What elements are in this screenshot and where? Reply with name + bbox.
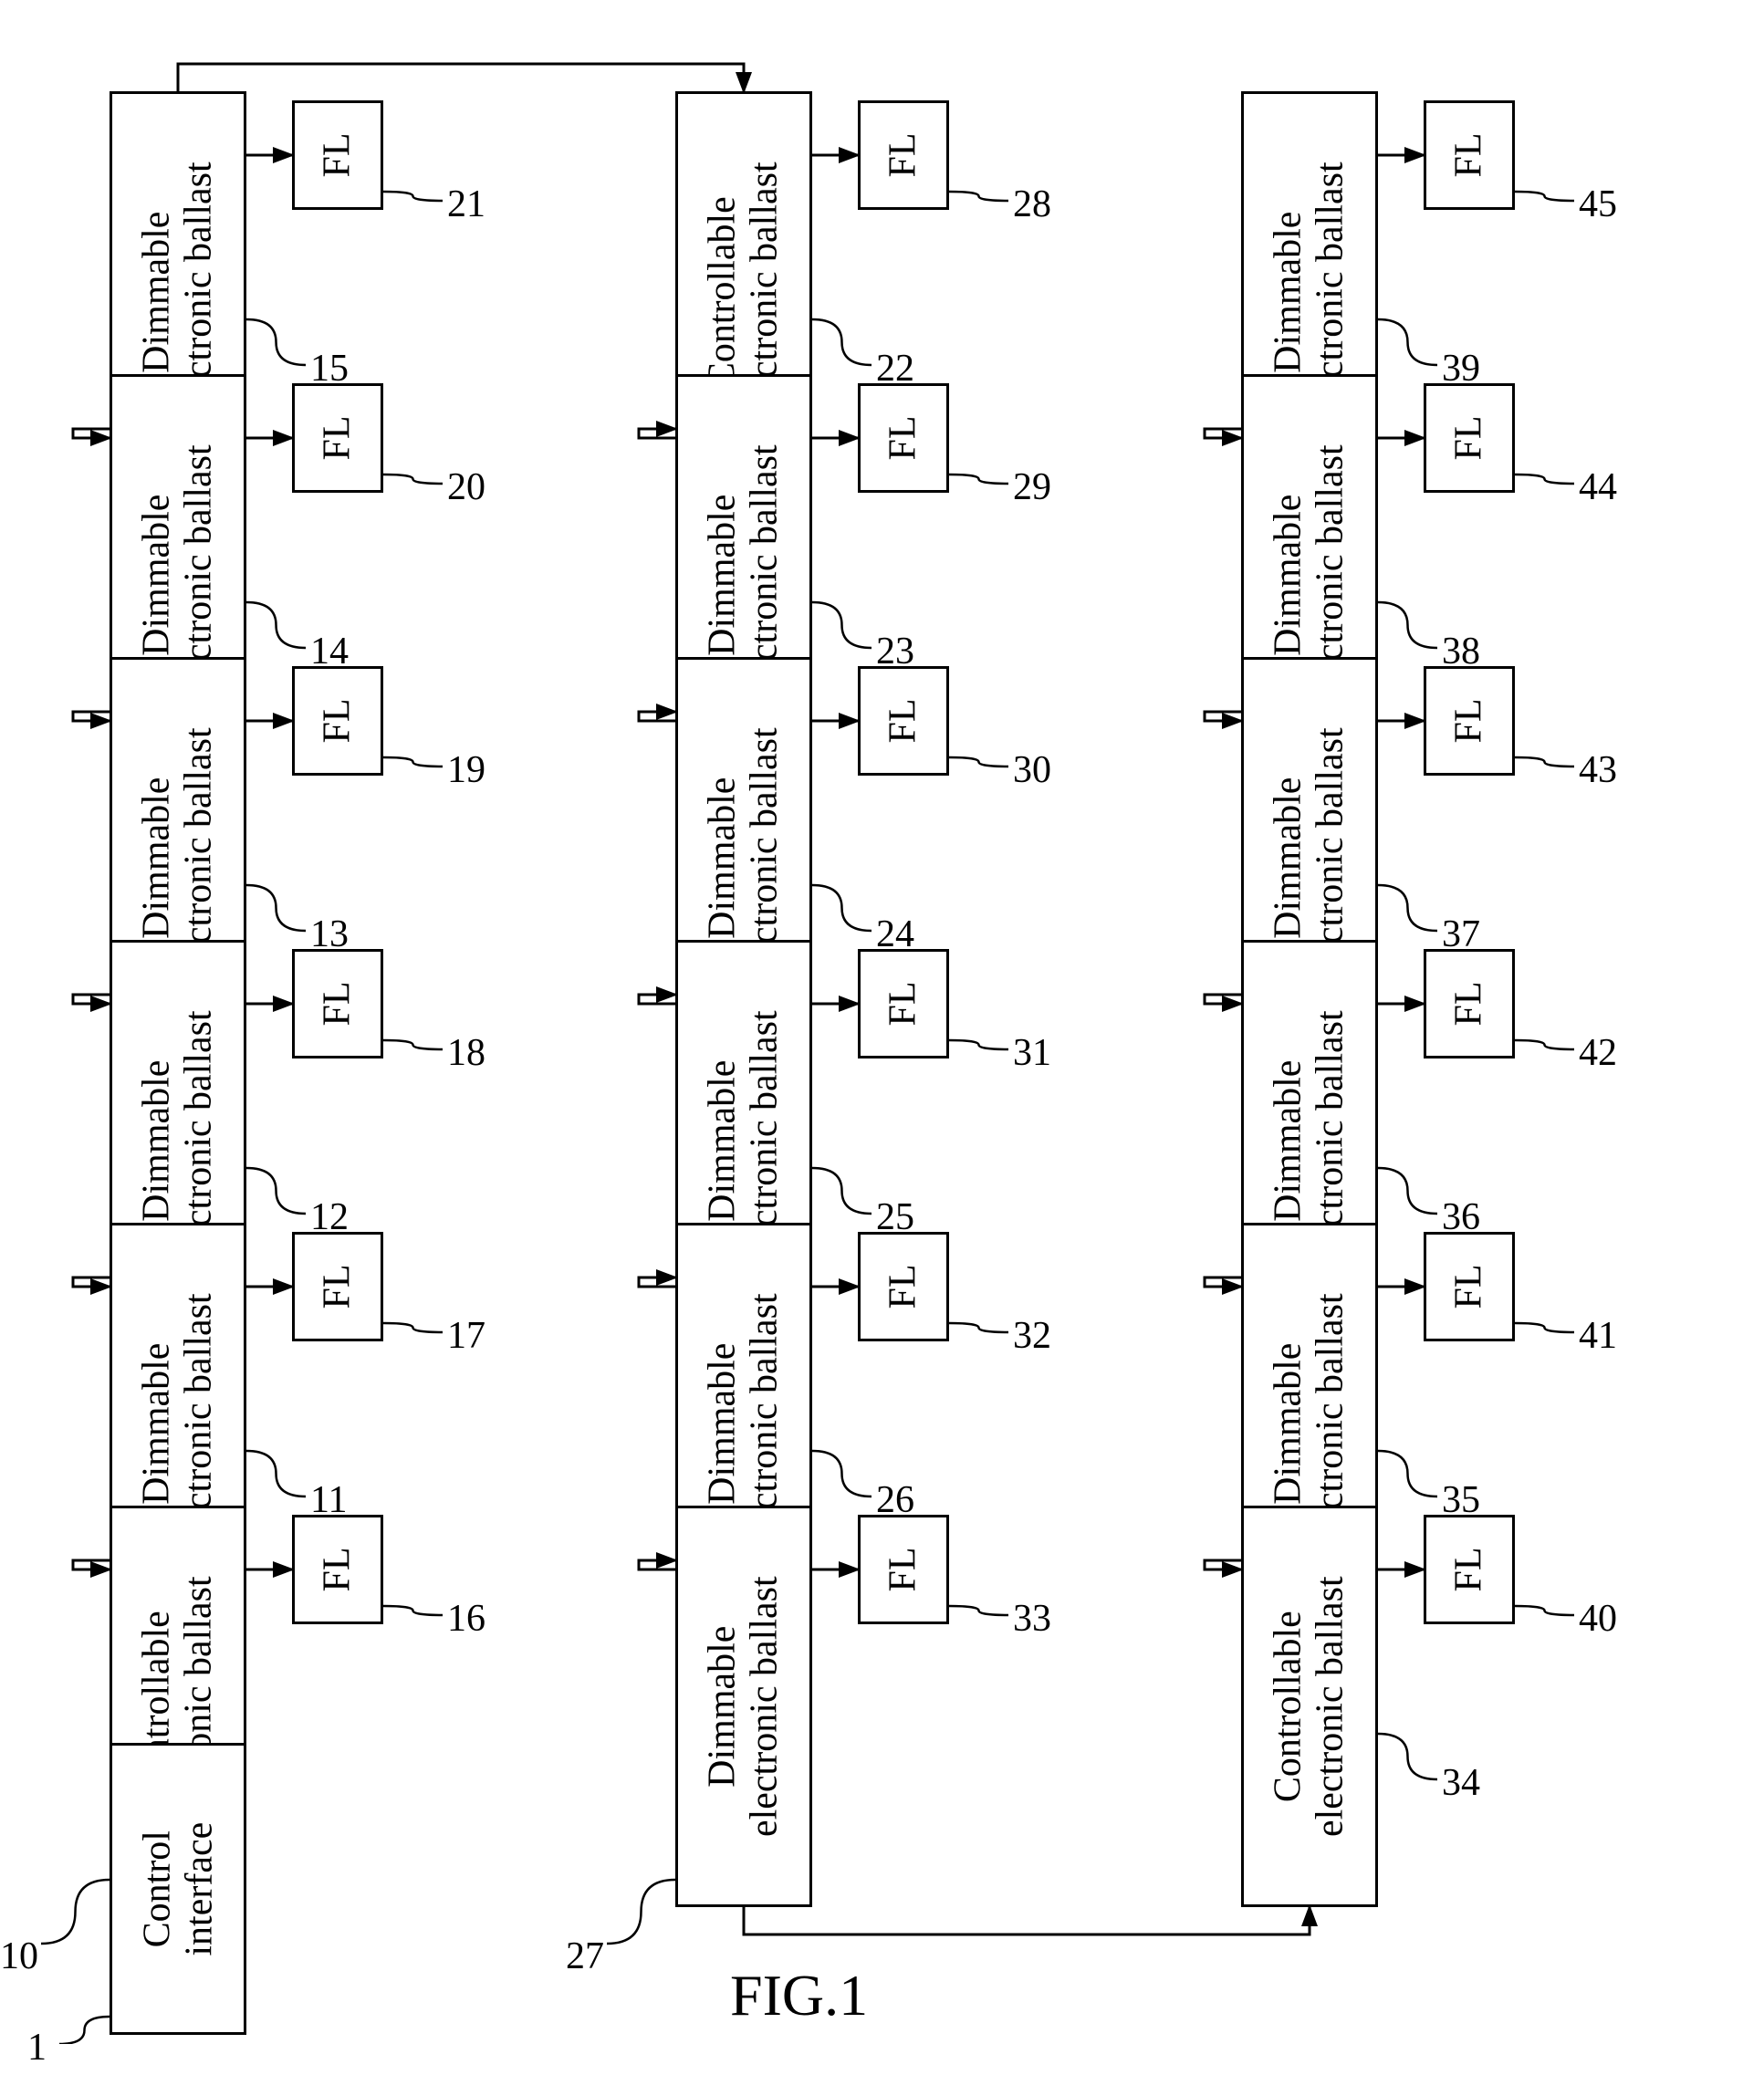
fl-box: FL <box>1424 949 1515 1058</box>
fl-label: FL <box>882 1264 925 1309</box>
fl-label: FL <box>316 415 360 460</box>
fl-label: FL <box>316 1264 360 1309</box>
fl-box: FL <box>292 949 383 1058</box>
diagram-canvas: Dimmableelectronic ballastFL1521Dimmable… <box>37 36 1725 2044</box>
fl-ref-label: 16 <box>447 1597 485 1641</box>
fl-label: FL <box>1447 415 1491 460</box>
ref-label: 10 <box>0 1934 38 1978</box>
fl-box: FL <box>858 100 949 210</box>
fl-box: FL <box>292 666 383 776</box>
fl-box: FL <box>858 1515 949 1624</box>
ballast-label: Controllableelectronic ballast <box>1268 1576 1352 1837</box>
fl-box: FL <box>292 100 383 210</box>
fl-ref-label: 19 <box>447 748 485 792</box>
fl-box: FL <box>858 1232 949 1341</box>
fl-box: FL <box>292 1232 383 1341</box>
fl-label: FL <box>1447 1547 1491 1591</box>
fl-ref-label: 44 <box>1579 465 1617 509</box>
fl-label: FL <box>1447 981 1491 1026</box>
fl-ref-label: 31 <box>1013 1031 1051 1075</box>
fl-label: FL <box>316 981 360 1026</box>
fl-ref-label: 18 <box>447 1031 485 1075</box>
fl-box: FL <box>292 1515 383 1624</box>
fl-ref-label: 33 <box>1013 1597 1051 1641</box>
figure-label: FIG.1 <box>730 1962 868 2029</box>
fl-ref-label: 32 <box>1013 1314 1051 1358</box>
fl-ref-label: 45 <box>1579 182 1617 226</box>
control-interface-box: Controlinterface <box>110 1743 246 2035</box>
fl-label: FL <box>1447 132 1491 177</box>
control-interface-label: Controlinterface <box>136 1822 220 1956</box>
fl-ref-label: 41 <box>1579 1314 1617 1358</box>
fl-label: FL <box>882 1547 925 1591</box>
ballast-box: Dimmableelectronic ballast <box>675 1506 812 1907</box>
fl-ref-label: 40 <box>1579 1597 1617 1641</box>
fl-box: FL <box>858 383 949 493</box>
fl-box: FL <box>858 949 949 1058</box>
fl-label: FL <box>316 1547 360 1591</box>
fl-label: FL <box>1447 698 1491 743</box>
fl-ref-label: 20 <box>447 465 485 509</box>
fl-ref-label: 29 <box>1013 465 1051 509</box>
fl-ref-label: 42 <box>1579 1031 1617 1075</box>
ref-label: 27 <box>566 1934 604 1978</box>
fl-box: FL <box>1424 383 1515 493</box>
fl-label: FL <box>1447 1264 1491 1309</box>
fl-box: FL <box>858 666 949 776</box>
fl-label: FL <box>882 698 925 743</box>
fl-ref-label: 17 <box>447 1314 485 1358</box>
fl-label: FL <box>882 981 925 1026</box>
fl-ref-label: 21 <box>447 182 485 226</box>
fl-box: FL <box>292 383 383 493</box>
fl-ref-label: 30 <box>1013 748 1051 792</box>
fl-label: FL <box>882 132 925 177</box>
fl-label: FL <box>316 698 360 743</box>
fl-box: FL <box>1424 100 1515 210</box>
fl-ref-label: 28 <box>1013 182 1051 226</box>
fl-label: FL <box>882 415 925 460</box>
fl-box: FL <box>1424 1515 1515 1624</box>
fl-box: FL <box>1424 1232 1515 1341</box>
fl-box: FL <box>1424 666 1515 776</box>
fl-ref-label: 43 <box>1579 748 1617 792</box>
ballast-label: Dimmableelectronic ballast <box>702 1576 786 1837</box>
ref-label: 34 <box>1442 1761 1480 1805</box>
fl-label: FL <box>316 132 360 177</box>
ballast-box: Controllableelectronic ballast <box>1241 1506 1378 1907</box>
ref-label: 1 <box>27 2026 47 2070</box>
